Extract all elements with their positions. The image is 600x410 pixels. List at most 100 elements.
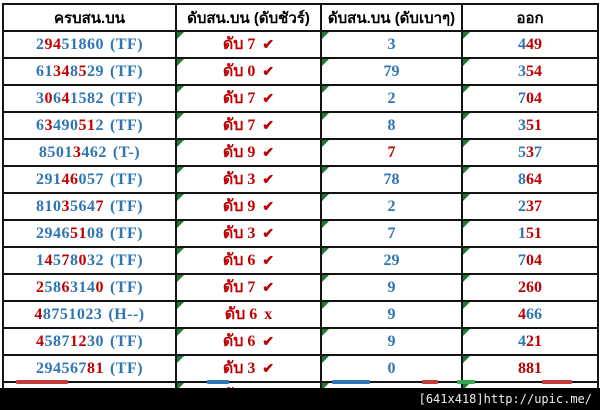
full-number-cell: 63490512 (TF): [2, 111, 177, 140]
kill-soft-cell: 0: [320, 354, 463, 383]
cutoff-text-fragment: [542, 380, 572, 384]
full-number-cell: 29456781 (TF): [2, 354, 177, 383]
corner-flag-icon: [323, 276, 329, 282]
table-row: 61348529 (TF) ดับ 0 ✔ 79 354: [2, 57, 599, 86]
corner-flag-icon: [178, 303, 184, 309]
kill-soft-cell: 7: [320, 138, 463, 167]
number-suffix: (TF): [109, 224, 144, 242]
corner-flag-icon: [178, 87, 184, 93]
corner-flag-icon: [323, 168, 329, 174]
check-icon: ✔: [262, 173, 275, 188]
corner-flag-icon: [323, 60, 329, 66]
x-icon: x: [264, 306, 273, 323]
kill-soft-cell: 79: [320, 57, 463, 86]
number-suffix: (H--): [108, 305, 145, 323]
corner-flag-icon: [178, 249, 184, 255]
full-number-cell: 30641582 (TF): [2, 84, 177, 113]
kill-soft-cell: 2: [320, 84, 463, 113]
table-row: 45871230 (TF) ดับ 6 ✔ 9 421: [2, 327, 599, 356]
corner-flag-icon: [178, 357, 184, 363]
kill-sure-cell: ดับ 6✔: [175, 327, 322, 356]
kill-soft-cell: 9: [320, 327, 463, 356]
corner-flag-icon: [464, 141, 470, 147]
result-cell: 351: [461, 111, 599, 140]
corner-flag-icon: [178, 222, 184, 228]
corner-flag-icon: [464, 114, 470, 120]
result-cell: 354: [461, 57, 599, 86]
check-icon: ✔: [262, 146, 275, 161]
corner-flag-icon: [178, 384, 184, 390]
cutoff-text-fragment: [16, 380, 68, 384]
corner-flag-icon: [323, 249, 329, 255]
kill-sure-cell: ดับ 3 ✔: [175, 165, 322, 194]
number-suffix: (TF): [109, 62, 144, 80]
kill-sure-cell: ดับ 6✔: [175, 246, 322, 275]
check-icon: ✔: [262, 335, 275, 350]
table-row: 25863140 (TF) ดับ 7 ✔ 9 260: [2, 273, 599, 302]
check-icon: ✔: [262, 92, 275, 107]
corner-flag-icon: [464, 330, 470, 336]
header-kill-soft: ดับสน.บน (ดับเบาๆ): [320, 3, 463, 32]
cutoff-text-fragment: [457, 380, 475, 384]
corner-flag-icon: [178, 276, 184, 282]
corner-flag-icon: [464, 60, 470, 66]
number-suffix: (TF): [109, 89, 144, 107]
check-icon: ✔: [262, 65, 275, 80]
full-number-cell: 81035647 (TF): [2, 192, 177, 221]
corner-flag-icon: [178, 195, 184, 201]
cutoff-row: [2, 378, 597, 387]
number-suffix: (TF): [109, 359, 144, 377]
check-icon: ✔: [262, 254, 275, 269]
kill-soft-cell: 9: [320, 300, 463, 329]
lottery-table: ครบสน.บน ดับสน.บน (ดับชัวร์) ดับสน.บน (ด…: [2, 3, 599, 410]
kill-sure-cell: ดับ 3 ✔: [175, 354, 322, 383]
corner-flag-icon: [464, 303, 470, 309]
kill-sure-cell: ดับ 7✔: [175, 30, 322, 59]
corner-flag-icon: [323, 141, 329, 147]
check-icon: ✔: [262, 227, 275, 242]
full-number-cell: 48751023 (H--): [2, 300, 177, 329]
table-row: 14578032 (TF) ดับ 6 ✔ 29 704: [2, 246, 599, 275]
kill-soft-cell: 7: [320, 219, 463, 248]
result-cell: 421: [461, 327, 599, 356]
corner-flag-icon: [323, 114, 329, 120]
kill-sure-cell: ดับ 9 ✔: [175, 138, 322, 167]
full-number-cell: 85013462 (T-): [2, 138, 177, 167]
kill-sure-cell: ดับ 7✔: [175, 273, 322, 302]
corner-flag-icon: [464, 276, 470, 282]
kill-sure-cell: ดับ 7✔: [175, 111, 322, 140]
corner-flag-icon: [178, 33, 184, 39]
kill-soft-cell: 29: [320, 246, 463, 275]
corner-flag-icon: [323, 195, 329, 201]
full-number-cell: 29146057 (TF): [2, 165, 177, 194]
number-suffix: (TF): [109, 197, 144, 215]
corner-flag-icon: [464, 384, 470, 390]
result-cell: 864: [461, 165, 599, 194]
result-cell: 260: [461, 273, 599, 302]
check-icon: ✔: [262, 38, 275, 53]
kill-soft-cell: 8: [320, 111, 463, 140]
cutoff-text-fragment: [332, 380, 370, 384]
result-cell: 537: [461, 138, 599, 167]
header-full-number: ครบสน.บน: [2, 3, 177, 32]
full-number-cell: 29451860 (TF): [2, 30, 177, 59]
table-row: 81035647 (TF) ดับ 9 ✔ 2 237: [2, 192, 599, 221]
corner-flag-icon: [464, 222, 470, 228]
number-suffix: (TF): [109, 251, 144, 269]
check-icon: ✔: [262, 119, 275, 134]
corner-flag-icon: [178, 114, 184, 120]
image-host-bar: [641x418]http://upic.me/: [0, 388, 600, 410]
corner-flag-icon: [464, 87, 470, 93]
number-suffix: (TF): [109, 35, 144, 53]
table-row: 29456781 (TF) ดับ 3 ✔ 0 881: [2, 354, 599, 383]
number-suffix: (TF): [109, 332, 144, 350]
result-cell: 704: [461, 84, 599, 113]
result-cell: 151: [461, 219, 599, 248]
kill-soft-cell: 78: [320, 165, 463, 194]
table-row: 29465108 (TF) ดับ 3 ✔ 7 151: [2, 219, 599, 248]
cutoff-text-fragment: [422, 380, 438, 384]
corner-flag-icon: [178, 60, 184, 66]
kill-sure-cell: ดับ 9 ✔: [175, 192, 322, 221]
